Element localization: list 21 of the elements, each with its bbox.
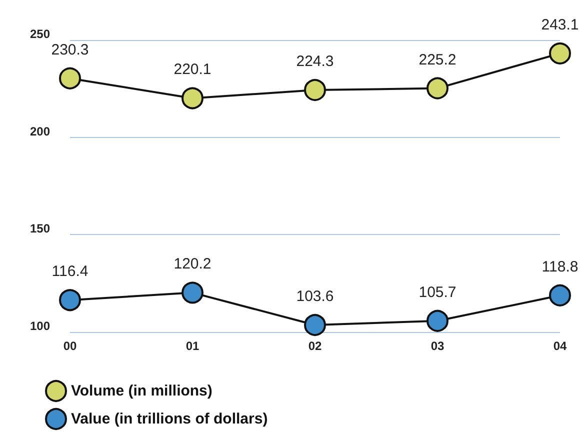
legend-label: Volume (in millions): [71, 382, 212, 400]
legend-label: Value (in trillions of dollars): [71, 410, 268, 428]
x-tick-label: 01: [186, 339, 200, 353]
y-tick-label: 100: [30, 319, 50, 333]
data-label: 103.6: [296, 288, 334, 305]
data-label: 116.4: [52, 263, 88, 280]
x-tick-label: 03: [430, 339, 444, 353]
y-tick-label: 200: [30, 124, 50, 138]
x-tick-label: 04: [553, 339, 567, 353]
data-label: 224.3: [296, 53, 334, 70]
data-label: 105.7: [418, 284, 456, 301]
data-label: 120.2: [174, 256, 212, 273]
data-label: 118.8: [542, 258, 578, 276]
y-tick-label: 150: [30, 222, 50, 236]
x-tick-label: 02: [308, 339, 322, 353]
y-tick-label: 250: [30, 27, 50, 41]
data-label: 243.1: [541, 16, 579, 34]
data-label: 220.1: [174, 61, 212, 78]
data-label: 230.3: [51, 41, 89, 58]
data-label: 225.2: [418, 51, 456, 68]
x-tick-label: 00: [63, 339, 77, 353]
